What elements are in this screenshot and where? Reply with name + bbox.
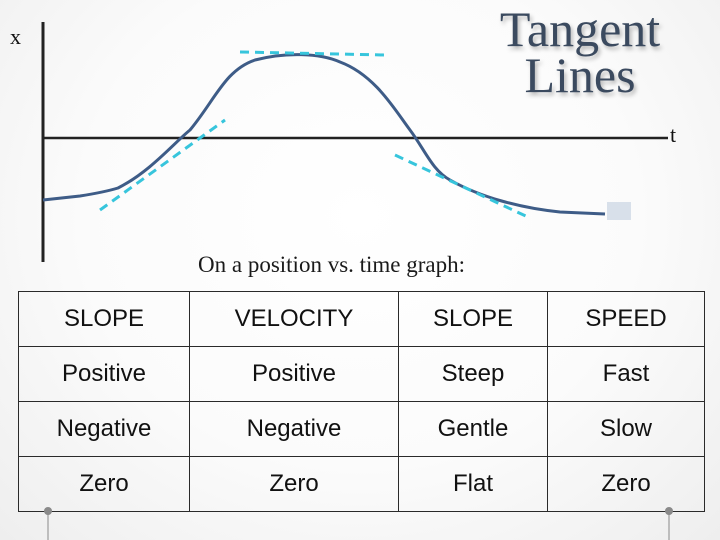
position-time-graph: [41, 22, 668, 262]
x-axis-label: t: [670, 122, 677, 147]
decorative-dot-left: [44, 507, 52, 515]
table-cell: Zero: [189, 456, 399, 512]
table-cell: Gentle: [398, 401, 548, 457]
table-row: Positive Positive Steep Fast: [18, 346, 705, 402]
decorative-line-left: [47, 514, 49, 540]
table-cell: SLOPE: [398, 291, 548, 347]
table-cell: SPEED: [547, 291, 705, 347]
slide-marker: [607, 202, 631, 220]
table-cell: SLOPE: [18, 291, 190, 347]
table-cell: Negative: [18, 401, 190, 457]
tangent-line-zero-slope: [239, 50, 386, 57]
table-row: Negative Negative Gentle Slow: [18, 401, 705, 457]
slide-title: Tangent Lines: [470, 1, 690, 103]
table-cell: Negative: [189, 401, 399, 457]
tangent-line-positive-slope: [99, 118, 226, 212]
table-cell: Positive: [18, 346, 190, 402]
decorative-line-right: [668, 514, 670, 540]
table-cell: Fast: [547, 346, 705, 402]
table-cell: Slow: [547, 401, 705, 457]
graph-caption: On a position vs. time graph:: [198, 252, 466, 277]
table-cell: Zero: [547, 456, 705, 512]
table-cell: Flat: [398, 456, 548, 512]
decorative-dot-right: [665, 507, 673, 515]
table-header-row: SLOPE VELOCITY SLOPE SPEED: [18, 291, 705, 347]
table-cell: Steep: [398, 346, 548, 402]
table-cell: VELOCITY: [189, 291, 399, 347]
y-axis-label: x: [10, 24, 21, 49]
title-line-2: Lines: [524, 47, 636, 103]
table-row: Zero Zero Flat Zero: [18, 456, 705, 512]
tangent-line-negative-slope: [394, 153, 531, 220]
title-line-1: Tangent: [499, 1, 661, 57]
table-cell: Positive: [189, 346, 399, 402]
slope-table: SLOPE VELOCITY SLOPE SPEED Positive Posi…: [18, 291, 705, 512]
table-cell: Zero: [18, 456, 190, 512]
